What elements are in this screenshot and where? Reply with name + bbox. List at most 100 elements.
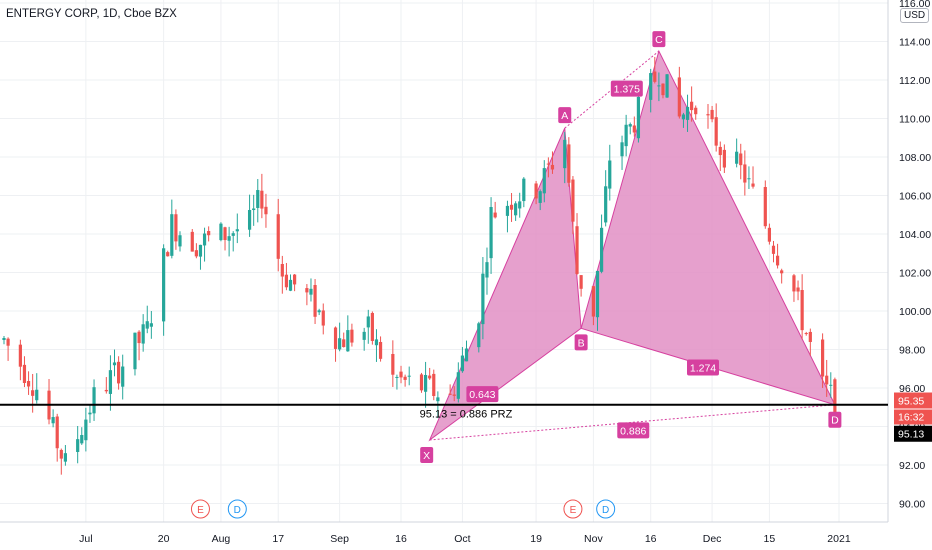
y-tick-label: 110.00 xyxy=(899,114,930,126)
y-tick-label: 108.00 xyxy=(899,152,931,164)
ratio-bcd-label: 1.274 xyxy=(690,363,716,375)
candle-body xyxy=(808,331,812,342)
candle-body xyxy=(739,153,743,166)
candle-body xyxy=(763,187,767,227)
candle-body xyxy=(231,233,235,236)
candle-body xyxy=(591,286,595,317)
candle-body xyxy=(194,250,198,257)
candle-body xyxy=(92,387,96,414)
candle-body xyxy=(563,139,567,169)
candle-body xyxy=(178,235,182,247)
candle-body xyxy=(305,288,309,293)
candle-body xyxy=(260,190,264,209)
x-tick-label: 2021 xyxy=(827,533,851,545)
candle-body xyxy=(718,146,722,156)
candle-body xyxy=(88,412,92,415)
candle-body xyxy=(681,114,686,120)
candle-body xyxy=(661,83,665,96)
y-tick-label: 102.00 xyxy=(899,268,931,280)
candle-body xyxy=(514,203,518,216)
candle-body xyxy=(722,149,726,168)
candle-body xyxy=(276,214,280,259)
candle-body xyxy=(55,416,59,449)
candle-body xyxy=(775,255,780,266)
candle-body xyxy=(374,339,379,346)
candle-body xyxy=(685,106,690,120)
candle-body xyxy=(145,321,149,329)
candle-body xyxy=(821,339,825,377)
y-tick-label: 114.00 xyxy=(899,37,930,49)
candle-body xyxy=(522,178,526,202)
candle-body xyxy=(608,160,612,189)
candle-body xyxy=(264,206,268,215)
candle-body xyxy=(542,168,546,194)
candle-body xyxy=(117,361,121,384)
candle-body xyxy=(309,288,313,295)
candle-body xyxy=(534,183,538,199)
candle-body xyxy=(706,114,710,116)
candle-body xyxy=(649,73,653,100)
event-marker xyxy=(227,499,247,519)
candle-body xyxy=(436,397,440,402)
candle-body xyxy=(735,151,739,164)
candle-body xyxy=(350,329,354,343)
candle-body xyxy=(121,366,125,387)
candle-body xyxy=(342,339,346,348)
candle-body xyxy=(162,248,166,322)
candle-body xyxy=(595,270,600,318)
event-marker xyxy=(596,499,616,519)
candle-body xyxy=(59,449,63,459)
x-tick-label: 16 xyxy=(645,533,657,545)
candle-body xyxy=(80,435,84,444)
candle-body xyxy=(174,214,178,242)
candle-body xyxy=(141,324,145,344)
candle-body xyxy=(252,208,256,211)
currency-badge[interactable]: USD xyxy=(900,8,930,23)
candle-body xyxy=(247,209,252,230)
candle-body xyxy=(399,371,403,378)
candle-body xyxy=(321,310,325,326)
candle-body xyxy=(137,331,141,344)
candle-body xyxy=(747,178,751,180)
event-marker-label: D xyxy=(602,505,609,516)
candle-body xyxy=(538,191,542,203)
candle-body xyxy=(604,186,608,223)
x-tick-label: Nov xyxy=(584,533,603,545)
candle-body xyxy=(227,236,231,241)
countdown-tag xyxy=(894,409,932,425)
candle-body xyxy=(423,374,428,392)
candle-body xyxy=(800,289,804,331)
candle-body xyxy=(792,275,796,292)
candle-body xyxy=(460,355,465,372)
candle-body xyxy=(546,163,550,165)
event-marker-label: E xyxy=(197,505,204,516)
ratio-xab-label: 0.643 xyxy=(469,389,495,401)
candle-body xyxy=(395,376,399,378)
x-tick-label: Aug xyxy=(212,533,231,545)
candle-body xyxy=(133,332,137,370)
y-tick-label: 112.00 xyxy=(899,75,930,87)
x-tick-label: 20 xyxy=(158,533,170,545)
candle-body xyxy=(346,330,350,352)
candle-body xyxy=(489,207,493,259)
candle-body xyxy=(456,372,460,399)
candle-body xyxy=(796,287,800,292)
candle-body xyxy=(620,142,624,157)
candle-body xyxy=(63,453,67,462)
event-marker xyxy=(563,499,583,519)
point-a-label: A xyxy=(561,110,568,122)
prz-price-tag xyxy=(894,425,932,442)
point-d-label-box xyxy=(828,411,842,428)
candle-body xyxy=(464,348,469,362)
price-tags: 95.35 16:32 95.13 xyxy=(894,392,932,442)
candle-body xyxy=(166,252,170,257)
candle-body xyxy=(317,310,321,313)
candle-body xyxy=(628,124,632,127)
candle-body xyxy=(51,417,55,424)
point-c-label: C xyxy=(655,34,663,46)
point-b-label: B xyxy=(578,337,585,349)
candle-body xyxy=(505,205,510,216)
candle-body xyxy=(825,375,829,385)
